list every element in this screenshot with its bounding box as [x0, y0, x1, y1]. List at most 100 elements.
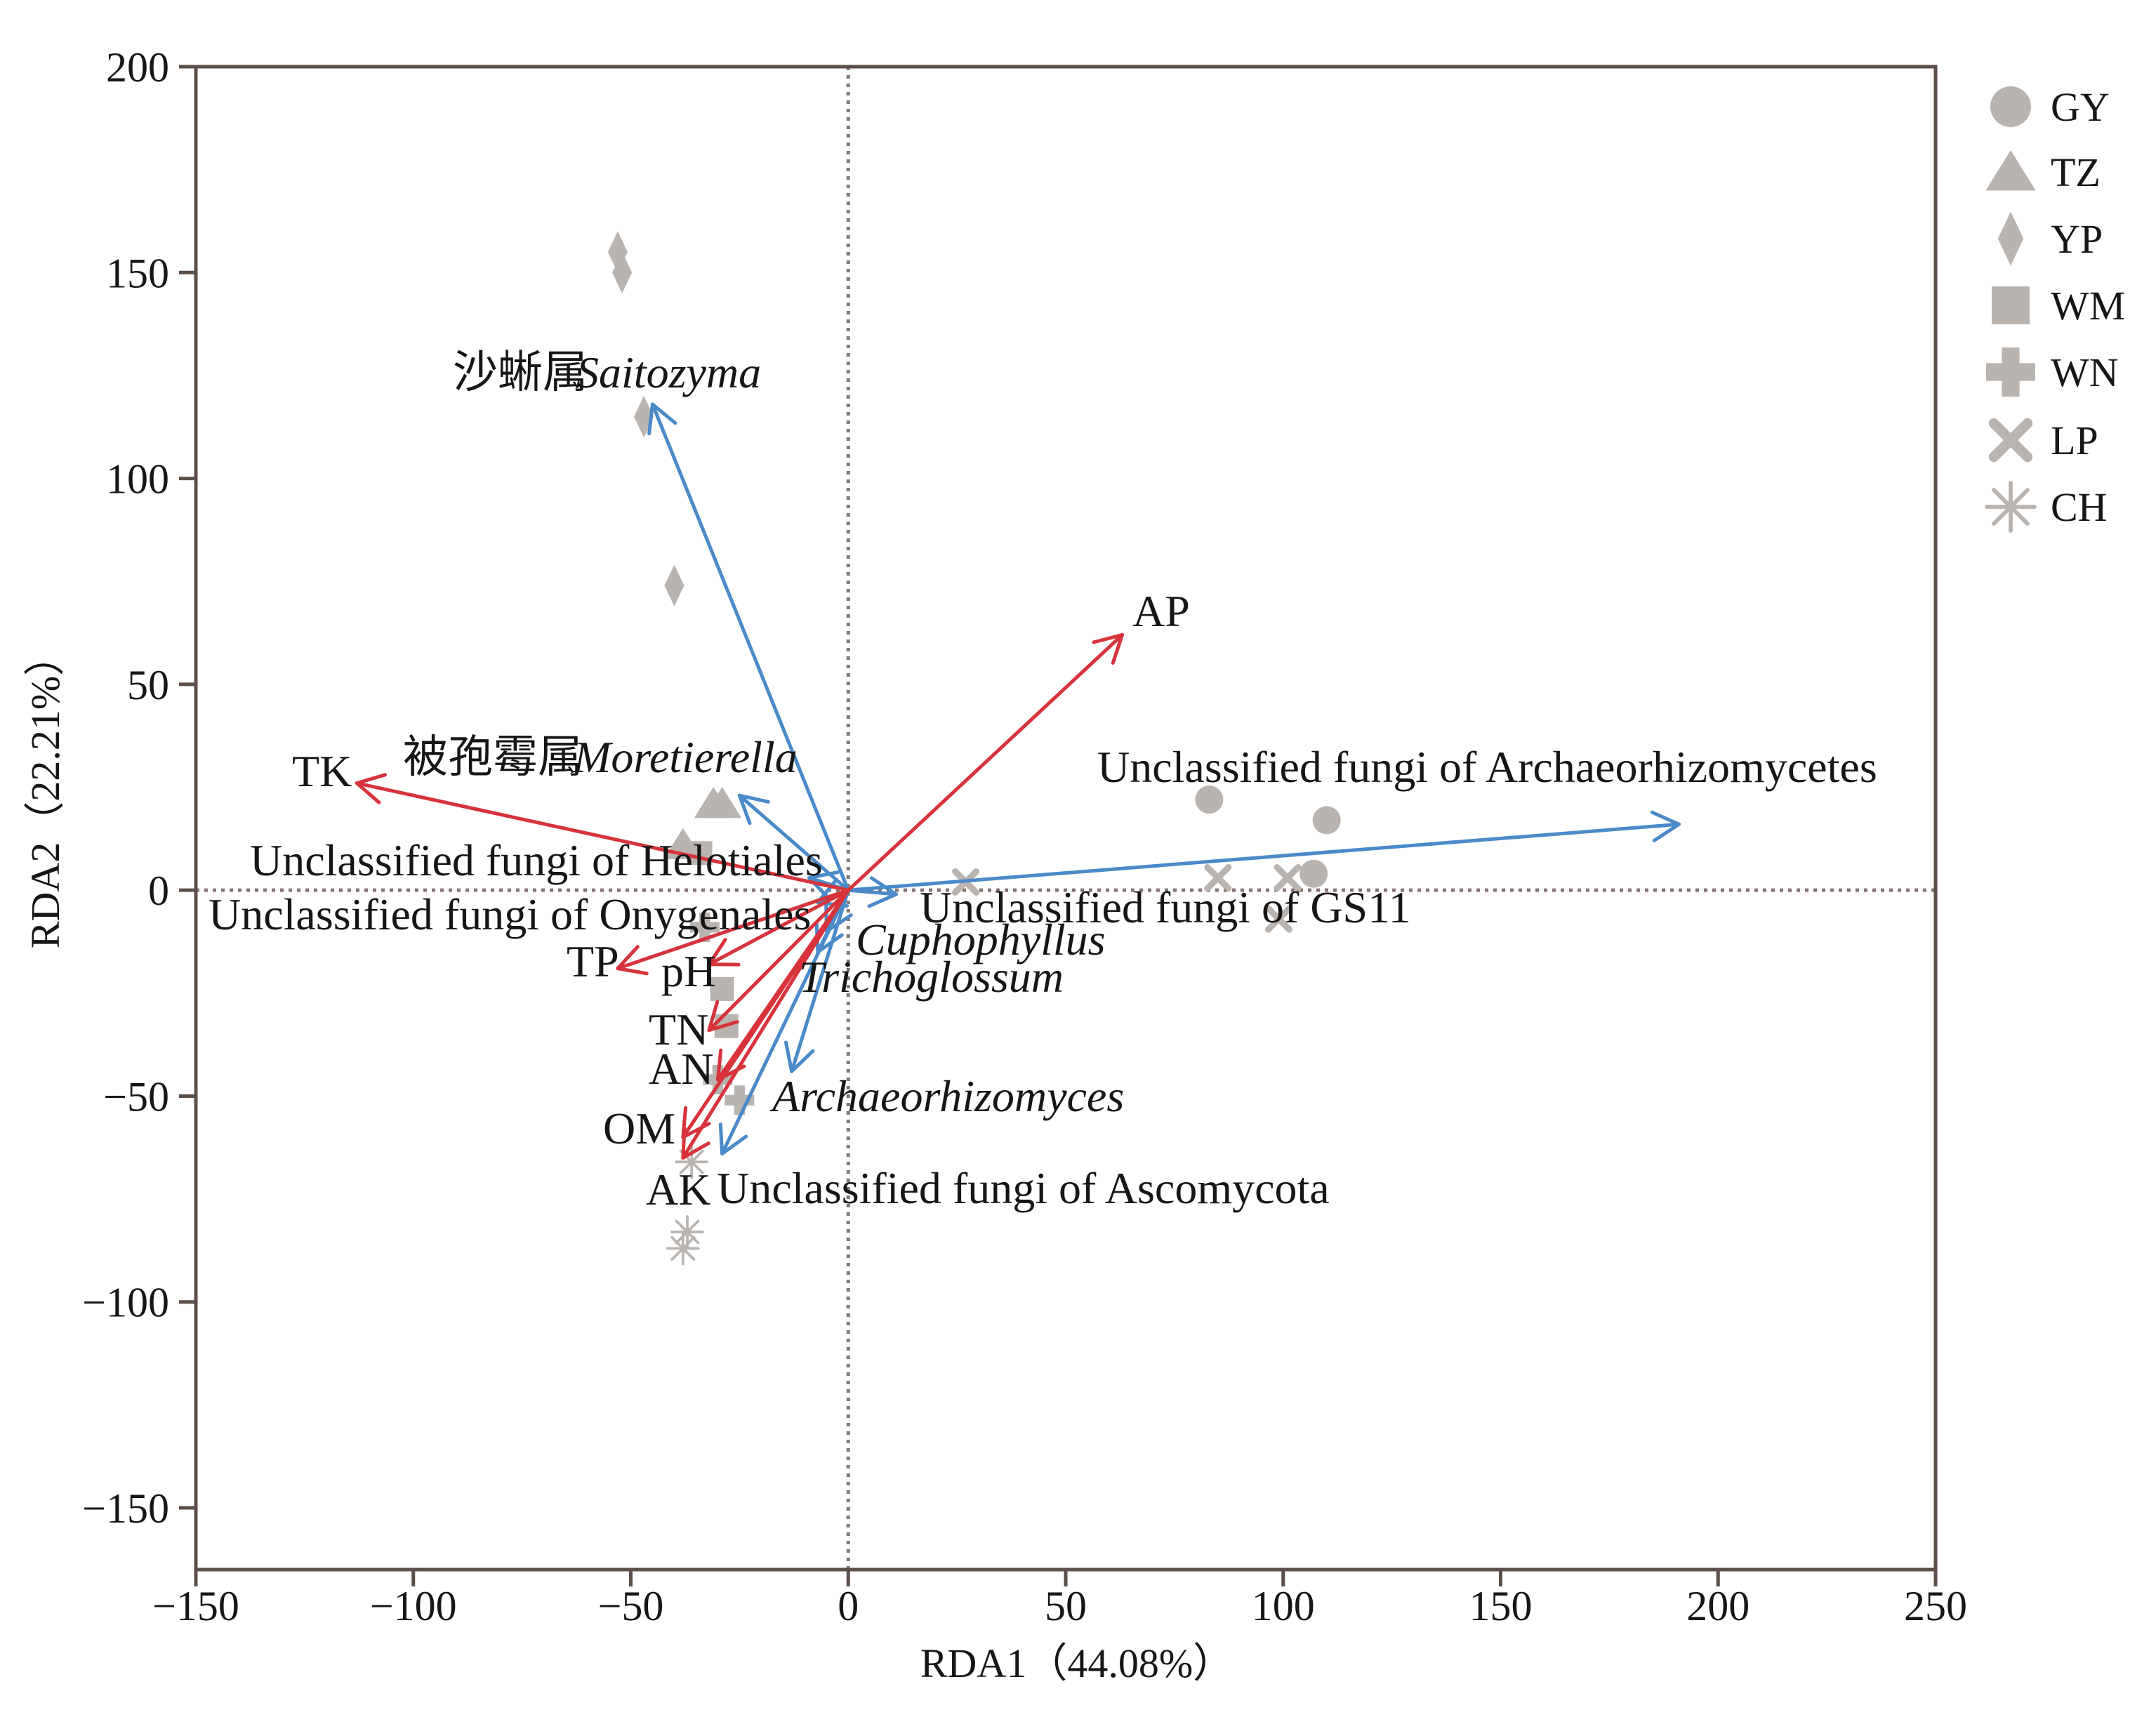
- vector-label-moretierella-text: 被孢霉属: [403, 732, 583, 782]
- point-gy-2: [1312, 806, 1341, 835]
- point-wm-2: [710, 976, 734, 1001]
- vector-arrow-ph: [707, 888, 850, 967]
- y-tick-label: 150: [106, 250, 169, 296]
- legend-label-ch: CH: [2051, 484, 2108, 530]
- vector-arrow-ak: [681, 888, 850, 1160]
- vector-label-cuphophyllus: Cuphophyllus: [856, 915, 1106, 964]
- vector-label-ap: AP: [1132, 586, 1190, 636]
- legend-label-wm: WM: [2051, 283, 2125, 329]
- vector-label-unclassified-fungi-of-ascomycota: Unclassified fungi of Ascomycota: [717, 1163, 1330, 1213]
- legend-entry-yp: YP: [1997, 211, 2103, 266]
- vector-label-om-text: OM: [603, 1103, 675, 1153]
- legend-marker-tz: [1985, 150, 2036, 191]
- point-ch-2-stroke-3: [670, 1236, 696, 1261]
- vector-arrow-tk-shaft: [355, 781, 850, 892]
- legend-marker-lp: [1988, 418, 2033, 463]
- plot-frame: [194, 65, 1938, 1572]
- y-tick-label: −100: [82, 1280, 169, 1326]
- reference-lines: [196, 67, 1936, 1570]
- legend-entry-wn: WN: [1986, 347, 2119, 397]
- vector-label-ak: AK: [646, 1165, 710, 1214]
- y-tick-label: 50: [127, 662, 169, 708]
- vector-label-trichoglossum-italic: Trichoglossum: [799, 952, 1064, 1002]
- point-lp-1: [1204, 864, 1232, 892]
- vector-label-ak-text: AK: [646, 1165, 710, 1214]
- point-tz-2: [702, 786, 742, 818]
- y-tick-label: 0: [148, 868, 169, 914]
- vector-label-unclassified-fungi-of-ascomycota-text: Unclassified fungi of Ascomycota: [717, 1163, 1330, 1213]
- vector-label-saitozyma-italic: Saitozyma: [576, 347, 761, 397]
- vector-arrow-saitozyma: [647, 402, 850, 892]
- vector-label-trichoglossum: Trichoglossum: [799, 952, 1064, 1002]
- vector-label-saitozyma-text: 沙蜥属: [453, 347, 588, 397]
- vector-label-archaeorhizomyces: Archaeorhizomyces: [769, 1071, 1124, 1121]
- legend-entry-tz: TZ: [1985, 150, 2101, 195]
- vector-arrow-unclassified-fungi-of-ascomycota-shaft: [720, 888, 850, 1156]
- vector-arrow-tk: [355, 773, 850, 892]
- point-lp-2: [1274, 864, 1302, 892]
- vector-label-an: AN: [649, 1044, 713, 1094]
- legend-label-gy: GY: [2051, 84, 2110, 130]
- vector-arrow-tp: [616, 888, 850, 976]
- point-wn-1: [689, 912, 720, 942]
- vector-label-archaeorhizomyces-italic: Archaeorhizomyces: [769, 1071, 1124, 1121]
- y-tick-label: 200: [106, 44, 169, 91]
- point-lp-3: [1265, 905, 1293, 933]
- point-lp-1-stroke-b: [1204, 864, 1232, 892]
- legend-label-tz: TZ: [2051, 150, 2101, 195]
- vector-arrow-ap-head: [1092, 632, 1125, 665]
- vector-arrow-ph-shaft: [707, 888, 850, 967]
- legend-marker-ch-stroke-3: [1992, 488, 2030, 526]
- vector-arrow-tp-shaft: [616, 888, 850, 971]
- vector-label-saitozyma: 沙蜥属Saitozyma: [453, 347, 761, 397]
- legend-marker-yp: [1997, 211, 2024, 266]
- point-lp-2-stroke-b: [1274, 864, 1302, 892]
- vector-arrow-archaeorhizomyces: [783, 888, 850, 1073]
- legend-label-yp: YP: [2051, 216, 2103, 262]
- vector-arrow-archaeorhizomyces-shaft: [790, 888, 850, 1073]
- vector-arrow-unclassified-fungi-of-archaeorhizomycetes-head: [1650, 810, 1681, 842]
- legend-label-wn: WN: [2051, 350, 2119, 395]
- vector-arrow-moretierella-head: [737, 793, 770, 826]
- x-tick-label: 200: [1686, 1583, 1750, 1629]
- vector-arrow-tk-head: [355, 773, 388, 804]
- x-tick-label: −150: [152, 1583, 239, 1629]
- legend-marker-lp-stroke-b: [1988, 418, 2033, 463]
- vector-labels: 沙蜥属Saitozyma 被孢霉属Moretierella Unclassified…: [209, 347, 1877, 1214]
- axes: −150 −100 −50 0 50 100 150 200 250 200 150 100 50 0 −5…: [22, 44, 1967, 1686]
- vector-arrow-unclassified-fungi-of-gs11-head: [867, 876, 898, 908]
- vector-arrow-saitozyma-shaft: [650, 402, 850, 892]
- vector-label-unclassified-fungi-of-gs11-text: Unclassified fungi of GS11: [920, 882, 1411, 932]
- vector-label-moretierella: 被孢霉属Moretierella: [403, 732, 798, 782]
- vector-label-unclassified-fungi-of-onygenales-text: Unclassified fungi of Onygenales: [209, 889, 811, 939]
- vector-arrows: [355, 402, 1681, 1160]
- point-gy-3: [1299, 859, 1328, 888]
- vector-arrow-unclassified-fungi-of-archaeorhizomycetes-shaft: [846, 822, 1681, 892]
- legend-label-lp: LP: [2051, 418, 2098, 463]
- point-ch-3-stroke-3: [679, 1149, 704, 1174]
- vector-label-unclassified-fungi-of-archaeorhizomycetes-text: Unclassified fungi of Archaeorhizomycete…: [1097, 742, 1877, 792]
- vector-label-tp-text: TP: [567, 936, 619, 986]
- vector-arrow-om-shaft: [681, 888, 850, 1139]
- vector-label-unclassified-fungi-of-archaeorhizomycetes: Unclassified fungi of Archaeorhizomycete…: [1097, 742, 1877, 792]
- vector-arrow-archaeorhizomyces-head: [783, 1040, 815, 1073]
- y-tick-label: 100: [106, 456, 169, 503]
- point-wn-2: [725, 1085, 755, 1115]
- vector-arrow-saitozyma-head: [647, 402, 677, 436]
- point-ch-1: [670, 1215, 704, 1249]
- vector-arrow-unclassified-fungi-of-gs11: [846, 876, 898, 908]
- vector-label-unclassified-fungi-of-onygenales: Unclassified fungi of Onygenales: [209, 889, 811, 939]
- y-tick-label: −150: [82, 1485, 169, 1532]
- x-tick-label: 100: [1252, 1583, 1315, 1629]
- legend-entry-ch: CH: [1985, 481, 2108, 533]
- legend-marker-wn: [1986, 347, 2035, 397]
- vector-arrow-unclassified-fungi-of-helotiales-head: [807, 870, 840, 901]
- vector-label-tk-text: TK: [292, 746, 352, 796]
- vector-label-an-text: AN: [649, 1044, 713, 1094]
- vector-label-tn-text: TN: [649, 1005, 708, 1054]
- vector-label-ap-text: AP: [1132, 586, 1190, 636]
- legend: GY TZ YP WM WN LP CH: [1985, 84, 2125, 533]
- vector-label-unclassified-fungi-of-helotiales: Unclassified fungi of Helotiales: [250, 835, 823, 885]
